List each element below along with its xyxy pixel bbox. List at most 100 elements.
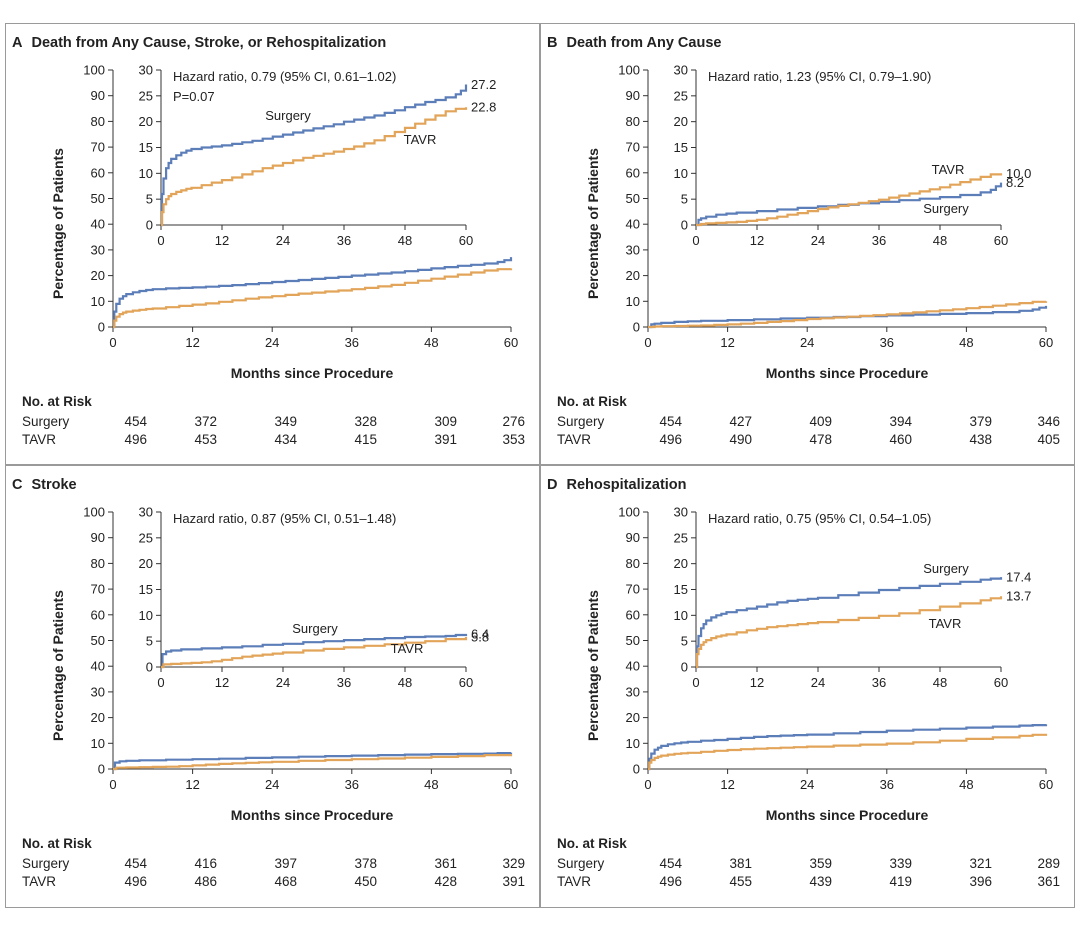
inset-x-tick-label: 48 xyxy=(398,233,412,248)
end-value-label: 13.7 xyxy=(1006,589,1031,604)
x-tick-label: 24 xyxy=(265,777,279,792)
risk-row-surgery: Surgery 454 381 359 339 321 289 xyxy=(557,856,1067,874)
risk-value: 434 xyxy=(274,432,297,447)
inset-series-line-surgery xyxy=(160,84,468,227)
panel-title: C Stroke xyxy=(12,477,77,493)
panel-title-text: Death from Any Cause xyxy=(566,35,722,51)
panel-title: A Death from Any Cause, Stroke, or Rehosp… xyxy=(12,35,386,51)
x-axis-label: Months since Procedure xyxy=(231,807,394,823)
x-tick-label: 0 xyxy=(109,777,116,792)
risk-label-tavr: TAVR xyxy=(557,874,592,889)
inset-y-tick-label: 15 xyxy=(674,582,688,597)
y-tick-label: 50 xyxy=(626,633,640,648)
hazard-ratio-text: Hazard ratio, 0.79 (95% CI, 0.61–1.02) xyxy=(173,69,396,84)
risk-value: 496 xyxy=(659,432,682,447)
x-tick-label: 36 xyxy=(345,777,359,792)
inset-y-tick-label: 30 xyxy=(139,63,153,78)
x-tick-label: 48 xyxy=(959,335,973,350)
inset-y-tick-label: 10 xyxy=(674,608,688,623)
risk-value: 361 xyxy=(1037,874,1060,889)
series-label-tavr: TAVR xyxy=(932,162,965,177)
risk-value: 486 xyxy=(194,874,217,889)
inset-y-tick-label: 0 xyxy=(681,660,688,675)
risk-value: 339 xyxy=(889,856,912,871)
inset-y-tick-label: 25 xyxy=(674,88,688,103)
x-tick-label: 48 xyxy=(424,777,438,792)
risk-value: 409 xyxy=(809,414,832,429)
risk-label-surgery: Surgery xyxy=(22,414,70,429)
risk-value: 454 xyxy=(124,414,147,429)
x-tick-label: 12 xyxy=(720,777,734,792)
inset-y-tick-label: 10 xyxy=(674,166,688,181)
inset-series-line-tavr xyxy=(160,107,468,227)
panel-title-text: Rehospitalization xyxy=(566,477,687,493)
panel-d: D Rehospitalization 0 10 20 30 40 50 60 70 80 90 10… xyxy=(540,465,1075,908)
inset-x-tick-label: 0 xyxy=(692,675,699,690)
risk-value: 415 xyxy=(354,432,377,447)
risk-value: 455 xyxy=(729,874,752,889)
inset-x-tick-label: 60 xyxy=(459,233,473,248)
risk-label-tavr: TAVR xyxy=(557,432,592,447)
end-value-label: 10.0 xyxy=(1006,166,1031,181)
main-series-line-tavr xyxy=(648,733,1048,771)
inset-x-tick-label: 36 xyxy=(337,233,351,248)
end-value-label: 6.4 xyxy=(471,626,489,641)
y-tick-label: 80 xyxy=(91,114,105,129)
series-label-tavr: TAVR xyxy=(929,616,962,631)
y-tick-label: 90 xyxy=(91,530,105,545)
panel-c: C Stroke 0 10 20 30 40 50 60 70 80 90 100 0 12 24 36 48 6… xyxy=(5,465,540,908)
risk-row-tavr: TAVR 496 453 434 415 391 353 xyxy=(22,432,532,450)
x-tick-label: 36 xyxy=(880,777,894,792)
y-tick-label: 50 xyxy=(91,191,105,206)
y-tick-label: 10 xyxy=(91,736,105,751)
risk-value: 427 xyxy=(729,414,752,429)
end-value-label: 5.8 xyxy=(471,630,489,645)
panel-title: B Death from Any Cause xyxy=(547,35,721,51)
x-tick-label: 12 xyxy=(720,335,734,350)
risk-value: 454 xyxy=(124,856,147,871)
inset-y-tick-label: 15 xyxy=(139,582,153,597)
y-tick-label: 90 xyxy=(91,88,105,103)
inset-x-tick-label: 48 xyxy=(933,675,947,690)
inset-y-tick-label: 25 xyxy=(674,530,688,545)
y-tick-label: 0 xyxy=(633,320,640,335)
inset-x-tick-label: 12 xyxy=(215,675,229,690)
y-tick-label: 100 xyxy=(618,505,640,520)
series-label-surgery: Surgery xyxy=(265,108,311,123)
risk-label-surgery: Surgery xyxy=(557,414,605,429)
inset-y-tick-label: 0 xyxy=(681,218,688,233)
inset-y-tick-label: 5 xyxy=(146,634,153,649)
x-tick-label: 60 xyxy=(1039,335,1053,350)
y-tick-label: 0 xyxy=(98,762,105,777)
y-tick-label: 90 xyxy=(626,530,640,545)
end-value-label: 8.2 xyxy=(1006,175,1024,190)
y-tick-label: 40 xyxy=(626,217,640,232)
inset-x-tick-label: 48 xyxy=(933,233,947,248)
risk-value: 496 xyxy=(124,874,147,889)
main-series-line-tavr xyxy=(113,268,513,329)
risk-value: 454 xyxy=(659,856,682,871)
inset-y-tick-label: 30 xyxy=(674,63,688,78)
y-tick-label: 40 xyxy=(626,659,640,674)
x-tick-label: 24 xyxy=(265,335,279,350)
risk-value: 372 xyxy=(194,414,217,429)
x-tick-label: 24 xyxy=(800,777,814,792)
risk-table-title: No. at Risk xyxy=(557,394,627,409)
series-label-tavr: TAVR xyxy=(404,132,437,147)
y-axis-label: Percentage of Patients xyxy=(50,590,66,741)
inset-series-line-surgery xyxy=(695,577,1003,669)
risk-row-tavr: TAVR 496 486 468 450 428 391 xyxy=(22,874,532,892)
panel-letter: C xyxy=(12,477,23,493)
risk-row-surgery: Surgery 454 416 397 378 361 329 xyxy=(22,856,532,874)
x-tick-label: 36 xyxy=(345,335,359,350)
main-series-line-tavr xyxy=(648,300,1048,329)
risk-value: 391 xyxy=(434,432,457,447)
y-tick-label: 90 xyxy=(626,88,640,103)
series-label-surgery: Surgery xyxy=(292,621,338,636)
inset-y-tick-label: 5 xyxy=(681,634,688,649)
inset-x-tick-label: 36 xyxy=(872,233,886,248)
y-tick-label: 70 xyxy=(626,140,640,155)
inset-y-tick-label: 10 xyxy=(139,608,153,623)
